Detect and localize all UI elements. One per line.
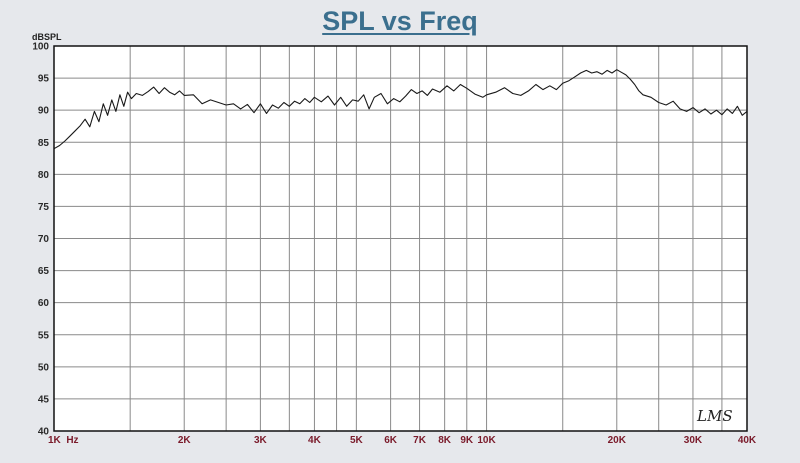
- y-tick-label: 65: [38, 266, 50, 277]
- x-tick-label: 8K: [438, 435, 452, 446]
- x-tick-label: 10K: [477, 435, 496, 446]
- tick-layer: 40 45 50 55 60 65 70 75 80 85 90 95 100 1K Hz 2K 3K 4K 5K…: [32, 42, 757, 447]
- x-tick-label: 5K: [350, 435, 364, 446]
- plot-frame: [53, 45, 748, 432]
- chart-title: SPL vs Freq: [322, 6, 478, 36]
- x-tick-label: 9K: [460, 435, 474, 446]
- y-axis-label: dBSPL: [32, 32, 62, 42]
- x-tick-label: 6K: [384, 435, 398, 446]
- x-tick-label: 30K: [684, 435, 703, 446]
- x-tick-label: 40K: [738, 435, 757, 446]
- grid-layer: [53, 45, 748, 432]
- x-tick-label: 1K Hz: [48, 435, 79, 446]
- y-tick-label: 95: [38, 74, 50, 85]
- y-tick-label: 40: [38, 427, 50, 438]
- y-tick-label: 45: [38, 394, 50, 405]
- line-layer: [53, 69, 748, 150]
- y-tick-label: 85: [38, 138, 50, 149]
- y-tick-label: 80: [38, 170, 50, 181]
- y-tick-label: 50: [38, 362, 50, 373]
- y-tick-label: 90: [38, 106, 50, 117]
- y-tick-label: 55: [38, 330, 50, 341]
- series-line-0: [53, 69, 748, 150]
- y-tick-label: 70: [38, 234, 50, 245]
- y-tick-label: 75: [38, 202, 50, 213]
- x-tick-label: 3K: [254, 435, 268, 446]
- x-tick-label: 20K: [608, 435, 627, 446]
- x-tick-label: 2K: [178, 435, 192, 446]
- x-tick-label: 7K: [413, 435, 427, 446]
- x-tick-label: 4K: [308, 435, 322, 446]
- y-tick-label: 100: [32, 42, 49, 53]
- y-tick-label: 60: [38, 298, 50, 309]
- lms-watermark: LMS: [696, 407, 733, 425]
